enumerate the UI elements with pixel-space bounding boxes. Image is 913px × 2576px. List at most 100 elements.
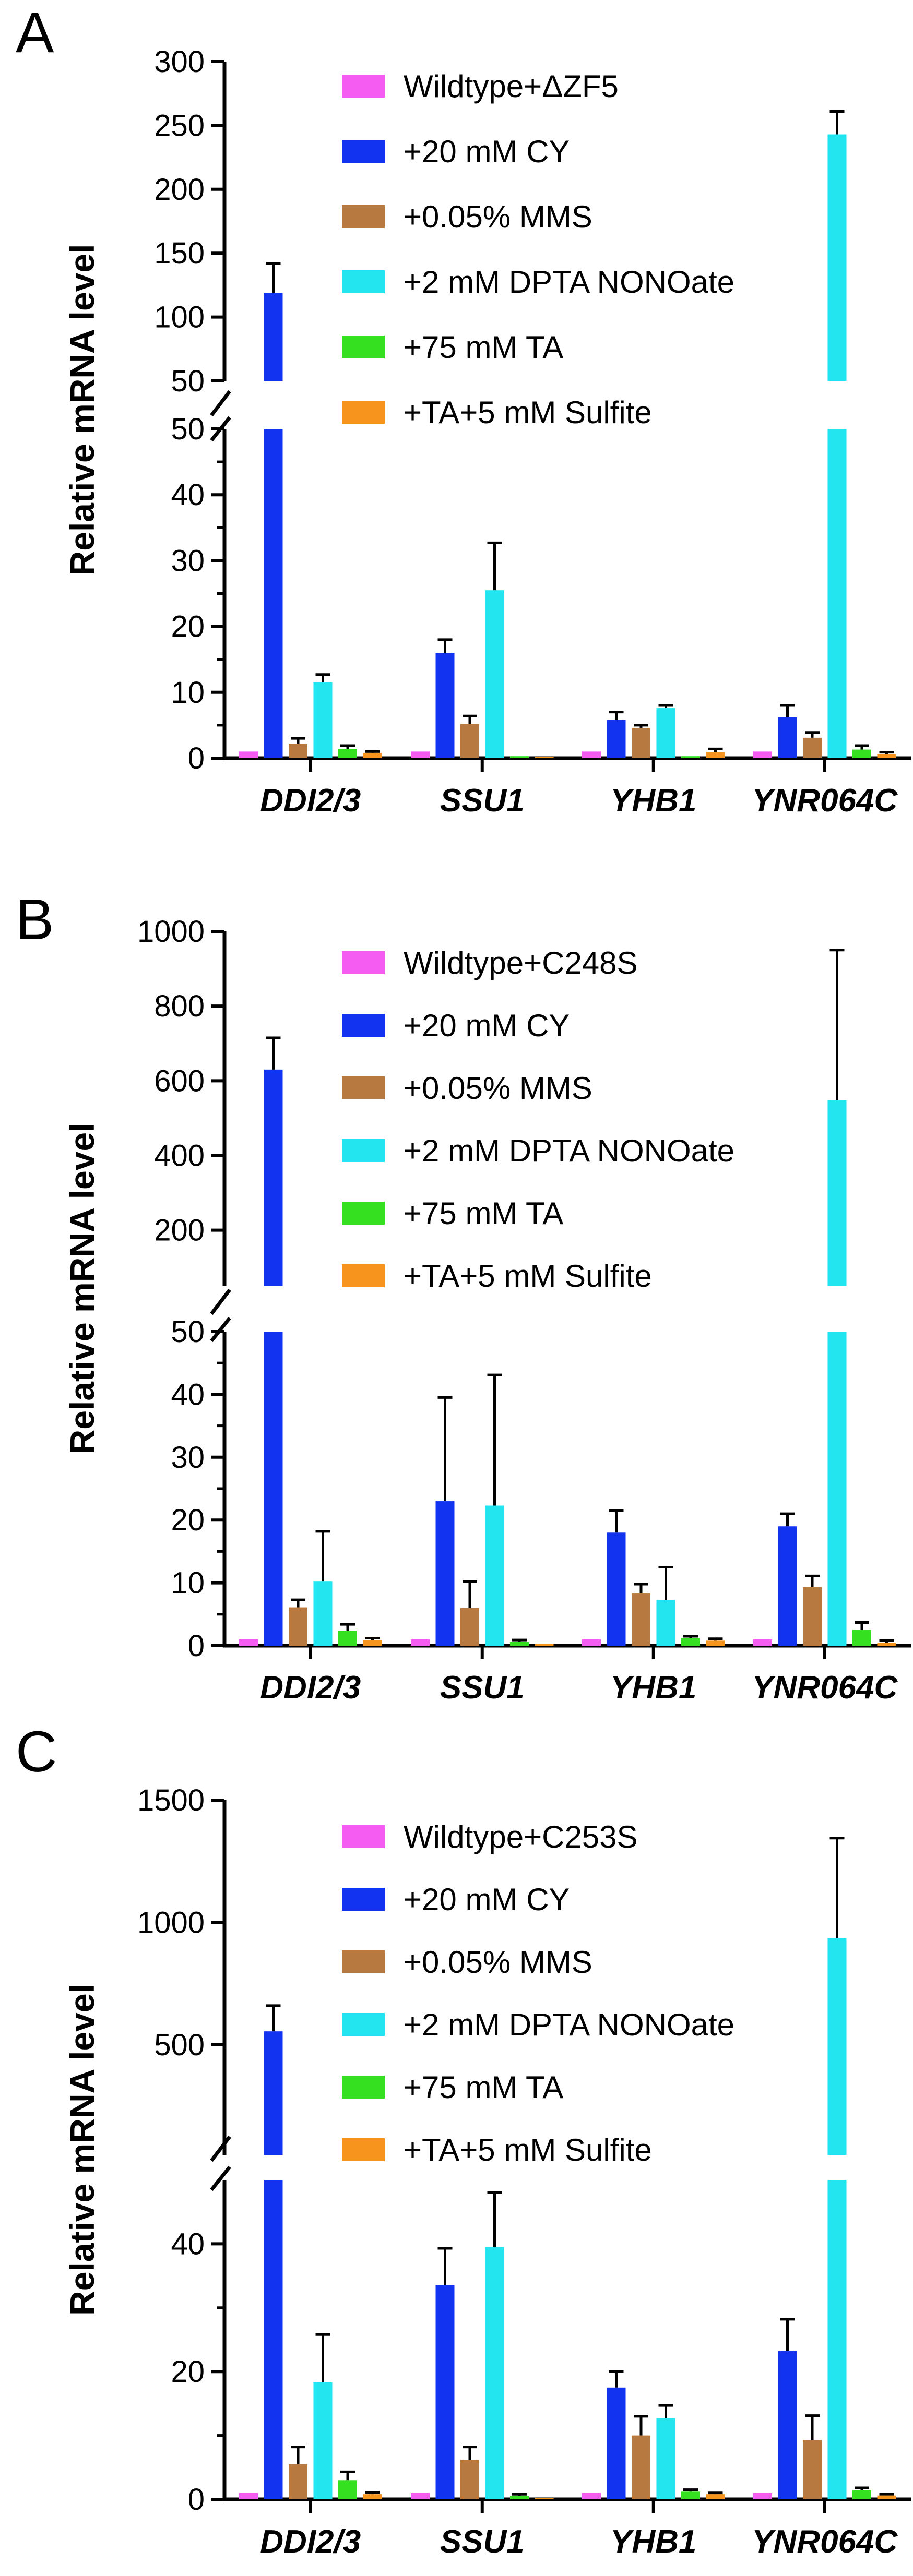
legend-swatch [342,401,385,424]
bar [656,708,675,758]
bar [852,749,871,758]
legend-swatch [342,1950,385,1973]
y-tick-label: 10 [171,1566,205,1600]
bar [535,1644,554,1646]
bar [485,2247,504,2499]
bar [264,293,283,381]
bar [778,2351,797,2499]
panel-label: B [16,888,54,952]
x-category-label: YNR064C [752,2524,898,2560]
bar [827,134,847,381]
legend-swatch [342,1014,385,1037]
bar [681,756,700,758]
x-category-label: SSU1 [440,2524,525,2560]
legend-swatch [342,1202,385,1225]
legend-label: +75 mM TA [404,2070,563,2105]
bar [239,2493,258,2499]
legend-swatch [342,2076,385,2099]
x-category-label: YHB1 [610,2524,696,2560]
legend-swatch [342,205,385,228]
bar [877,2495,896,2499]
bar [338,2480,357,2499]
bar [485,590,504,758]
axis-break-mark [210,2135,231,2162]
bar [632,1593,650,1646]
y-tick-label: 20 [171,1503,205,1537]
bar [753,2493,772,2499]
chart-panel-c: C Relative mRNA level 0 20 40 500 1000 1500 DDI2… [16,1720,911,2560]
x-category-label: YNR064C [752,783,898,819]
y-tick-label: 0 [188,741,205,775]
legend-label: +2 mM DPTA NONOate [404,265,734,299]
y-tick-label: 50 [171,1315,205,1349]
bar [535,2498,554,2499]
bar [289,744,307,758]
bar [803,737,822,758]
legend-label: +20 mM CY [404,134,570,169]
bar [632,2435,650,2499]
bar [485,1505,504,1646]
y-tick-label: 400 [154,1139,205,1172]
bar [239,1639,258,1646]
x-category-label: DDI2/3 [260,2524,361,2560]
x-category-label: YHB1 [610,783,696,819]
legend-swatch [342,951,385,974]
legend-label: +75 mM TA [404,1196,563,1231]
legend-swatch [342,336,385,358]
legend-swatch [342,75,385,98]
legend-label: +20 mM CY [404,1008,570,1043]
y-tick-label: 300 [154,45,205,79]
bar [411,1639,430,1646]
y-axis-label: Relative mRNA level [63,244,101,576]
bar [632,727,650,758]
legend-label: +20 mM CY [404,1882,570,1917]
y-tick-label: 30 [171,544,205,578]
bar [510,2496,529,2499]
y-tick-label: 200 [154,1214,205,1248]
bar [656,2418,675,2499]
bar [753,1639,772,1646]
x-category-label: YHB1 [610,1670,696,1706]
y-tick-label: 50 [171,364,205,398]
bar [827,429,847,758]
y-tick-label: 1000 [137,915,205,949]
bar [313,2382,333,2499]
x-category-label: DDI2/3 [260,783,361,819]
bar [656,1600,675,1646]
legend-swatch [342,1264,385,1287]
bar [363,2494,382,2499]
bar [510,1642,529,1646]
bar [264,2031,283,2155]
legend-label: +TA+5 mM Sulfite [404,1259,652,1293]
y-tick-label: 40 [171,1377,205,1411]
y-tick-label: 500 [154,2028,205,2062]
bar [460,2460,479,2499]
bar [706,1640,725,1646]
axis-break-mark [210,1316,231,1343]
x-category-label: YNR064C [752,1670,898,1706]
bar [681,1638,700,1646]
y-tick-label: 40 [171,2227,205,2261]
axis-break-mark [210,390,231,417]
y-tick-label: 20 [171,610,205,644]
x-category-label: DDI2/3 [260,1670,361,1706]
y-axis-label: Relative mRNA level [63,1123,101,1455]
legend-swatch [342,2138,385,2161]
bar [827,1332,847,1646]
bar [607,2387,626,2499]
bar [313,1581,333,1646]
bar [681,2491,700,2499]
y-tick-label: 1500 [137,1783,205,1817]
bar [338,749,357,758]
legend-swatch [342,1076,385,1099]
bar [778,717,797,758]
y-tick-label: 100 [154,301,205,334]
bar [607,720,626,758]
y-tick-label: 600 [154,1064,205,1098]
y-tick-label: 800 [154,989,205,1023]
bar [338,1631,357,1646]
bar [435,653,455,758]
bar [510,756,529,758]
x-category-label: SSU1 [440,1670,525,1706]
